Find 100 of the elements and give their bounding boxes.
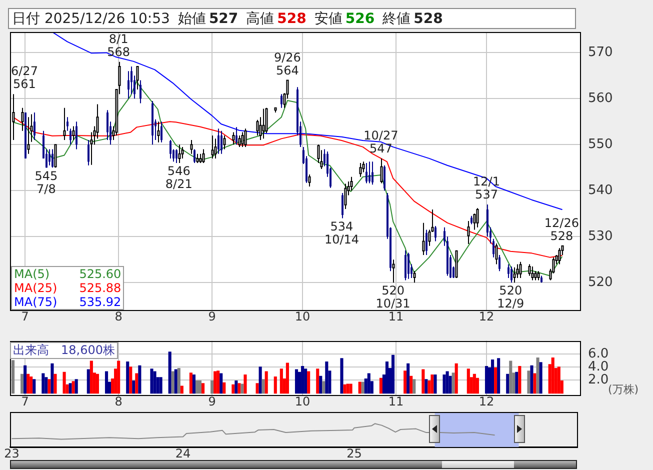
bar: [54, 374, 57, 394]
bar: [44, 377, 48, 394]
bar: [319, 376, 322, 394]
bar: [494, 367, 498, 394]
candlestick: [280, 94, 282, 108]
bar: [42, 373, 45, 394]
bar: [527, 370, 530, 394]
bar: [264, 371, 268, 394]
y-tick-label: 520: [588, 274, 613, 290]
candlestick: [194, 148, 196, 164]
x-tick-label: 12: [478, 310, 494, 324]
bar: [216, 370, 220, 394]
bar: [174, 369, 178, 394]
bar: [533, 373, 536, 394]
text: MA(25) 525.88: [14, 281, 122, 295]
bar: [72, 381, 75, 394]
y-tick-label: 560: [588, 91, 613, 106]
bar: [168, 352, 172, 394]
bar: [177, 368, 180, 394]
x-tick-label: 8: [114, 310, 122, 324]
bar: [484, 366, 488, 394]
annotation: 545 7/8: [34, 168, 58, 196]
bar: [153, 371, 156, 394]
text: 高値 528: [246, 11, 306, 27]
bar: [452, 372, 455, 394]
x-tick-label: 7: [21, 310, 29, 324]
bar: [159, 377, 162, 394]
bar: [32, 379, 36, 394]
candlestick: [52, 148, 54, 168]
bar: [385, 361, 389, 394]
candlestick: [160, 121, 162, 143]
bar: [434, 374, 437, 394]
candlestick: [48, 148, 50, 166]
bar: [90, 360, 93, 394]
bar: [214, 371, 217, 394]
bar: [406, 363, 410, 394]
bar: [234, 380, 238, 394]
candlestick: [366, 162, 368, 184]
candlestick: [218, 128, 220, 154]
bar: [30, 376, 33, 394]
candlestick: [372, 161, 374, 186]
bar: [294, 369, 298, 394]
candlestick: [128, 70, 130, 100]
candlestick: [408, 252, 410, 280]
bar: [96, 374, 99, 394]
candlestick: [76, 121, 78, 150]
y-tick-label: 2.0: [588, 372, 609, 388]
bar: [68, 383, 72, 394]
text: 始値 527: [178, 11, 238, 27]
candlestick: [384, 164, 386, 192]
bar: [48, 379, 51, 394]
bar: [412, 379, 416, 394]
candlestick: [106, 110, 108, 141]
candlestick: [342, 192, 344, 219]
bar: [361, 382, 364, 394]
annotation: 12/26 528: [544, 216, 580, 243]
bar: [232, 384, 235, 394]
annotation: 534 10/14: [324, 219, 360, 246]
bar: [307, 371, 310, 394]
bar: [454, 363, 458, 394]
bar: [422, 369, 425, 394]
bar: [62, 372, 66, 394]
bar: [222, 382, 226, 394]
bar: [316, 368, 320, 394]
y-tick-label: 540: [588, 183, 613, 198]
x-tick-label: 25: [346, 446, 362, 460]
bar: [198, 380, 202, 394]
bar: [24, 365, 27, 394]
bar: [442, 374, 446, 394]
bar: [430, 374, 434, 394]
bar: [322, 381, 326, 394]
bar: [220, 373, 223, 394]
y-tick-label: 550: [588, 137, 613, 152]
bar: [240, 384, 244, 394]
annotation: 8/1 568: [107, 32, 130, 60]
bar: [404, 370, 407, 394]
y-tick-label: 6.0: [588, 346, 609, 362]
bar: [126, 361, 130, 394]
bar: [346, 384, 350, 394]
bar: [557, 366, 560, 394]
text: MA(75) 535.92: [14, 295, 122, 309]
x-tick-label: 11: [388, 394, 404, 409]
bar: [20, 374, 24, 394]
bar: [491, 359, 494, 394]
x-tick-label: 7: [21, 394, 29, 409]
text: 日付 2025/12/26 10:53: [12, 11, 170, 27]
bar: [238, 383, 241, 394]
bar: [210, 380, 214, 394]
bar: [497, 358, 500, 394]
candlestick: [170, 140, 172, 159]
y-tick-label: 4.0: [588, 359, 609, 374]
bar: [201, 383, 205, 394]
bar: [280, 368, 283, 394]
x-tick-label: 9: [208, 394, 216, 409]
x-tick-label: 10: [294, 394, 310, 409]
bar: [189, 372, 192, 394]
candlestick: [220, 130, 222, 154]
bar: [476, 378, 479, 394]
x-tick-label: 12: [478, 394, 494, 409]
bar: [551, 358, 554, 394]
